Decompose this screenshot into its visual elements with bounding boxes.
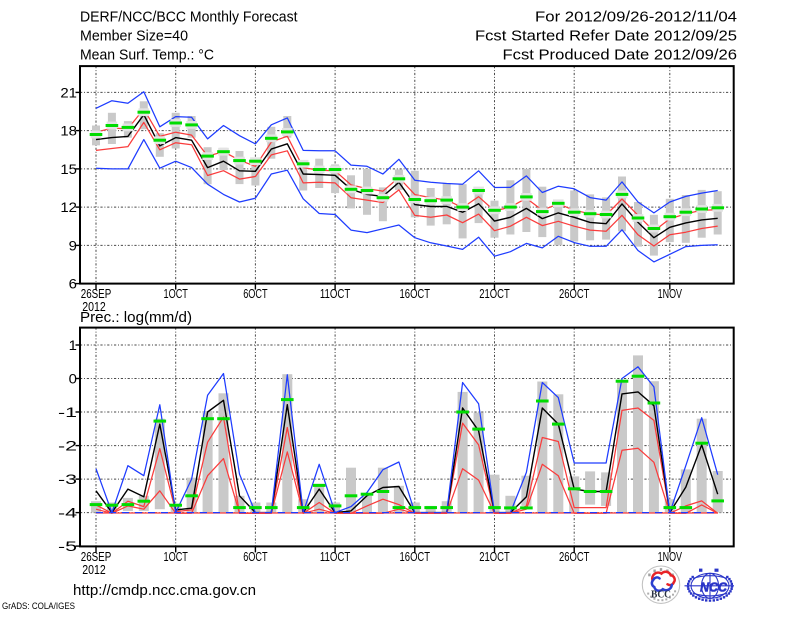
svg-text:18: 18: [60, 123, 77, 139]
svg-text:6OCT: 6OCT: [243, 550, 268, 564]
svg-text:21OCT: 21OCT: [479, 550, 510, 564]
svg-text:26SEP: 26SEP: [81, 550, 112, 564]
svg-text:1NOV: 1NOV: [658, 550, 683, 564]
svg-text:http://cmdp.ncc.cma.gov.cn: http://cmdp.ncc.cma.gov.cn: [73, 583, 256, 599]
svg-text:6OCT: 6OCT: [243, 287, 268, 301]
svg-text:0: 0: [69, 371, 78, 387]
svg-text:-3: -3: [58, 471, 77, 487]
svg-text:2012: 2012: [82, 300, 106, 314]
svg-text:GrADS: COLA/IGES: GrADS: COLA/IGES: [2, 601, 75, 612]
svg-text:21: 21: [60, 84, 77, 100]
svg-text:1NOV: 1NOV: [658, 287, 683, 301]
svg-text:BCC: BCC: [651, 590, 671, 601]
svg-text:2012: 2012: [82, 563, 106, 577]
svg-text:Fcst Started Refer Date 2012/0: Fcst Started Refer Date 2012/09/25: [475, 29, 737, 45]
svg-text:21OCT: 21OCT: [479, 287, 510, 301]
svg-text:9: 9: [69, 237, 78, 253]
svg-text:12: 12: [60, 199, 77, 215]
svg-text:16OCT: 16OCT: [400, 287, 431, 301]
svg-text:Member Size=40: Member Size=40: [80, 29, 188, 45]
svg-text:16OCT: 16OCT: [400, 550, 431, 564]
svg-text:26SEP: 26SEP: [81, 287, 112, 301]
svg-text:1OCT: 1OCT: [164, 287, 189, 301]
svg-text:For 2012/09/26-2012/11/04: For 2012/09/26-2012/11/04: [535, 10, 737, 26]
svg-text:NCC: NCC: [700, 580, 728, 595]
svg-text:-5: -5: [58, 538, 77, 554]
svg-text:6: 6: [69, 276, 78, 292]
svg-text:26OCT: 26OCT: [559, 287, 590, 301]
svg-text:11OCT: 11OCT: [320, 287, 351, 301]
svg-text:-1: -1: [58, 404, 77, 420]
svg-text:1: 1: [69, 337, 78, 353]
svg-text:-2: -2: [58, 438, 77, 454]
svg-text:DERF/NCC/BCC Monthly Forecast: DERF/NCC/BCC Monthly Forecast: [80, 10, 298, 26]
svg-text:-4: -4: [58, 505, 77, 521]
svg-text:1OCT: 1OCT: [164, 550, 189, 564]
svg-text:11OCT: 11OCT: [320, 550, 351, 564]
svg-text:26OCT: 26OCT: [559, 550, 590, 564]
svg-text:Mean Surf. Temp.: °C: Mean Surf. Temp.: °C: [80, 48, 214, 64]
svg-text:Fcst Produced Date 2012/09/26: Fcst Produced Date 2012/09/26: [503, 48, 738, 64]
svg-text:15: 15: [60, 161, 77, 177]
svg-text:Prec.: log(mm/d): Prec.: log(mm/d): [80, 310, 192, 326]
